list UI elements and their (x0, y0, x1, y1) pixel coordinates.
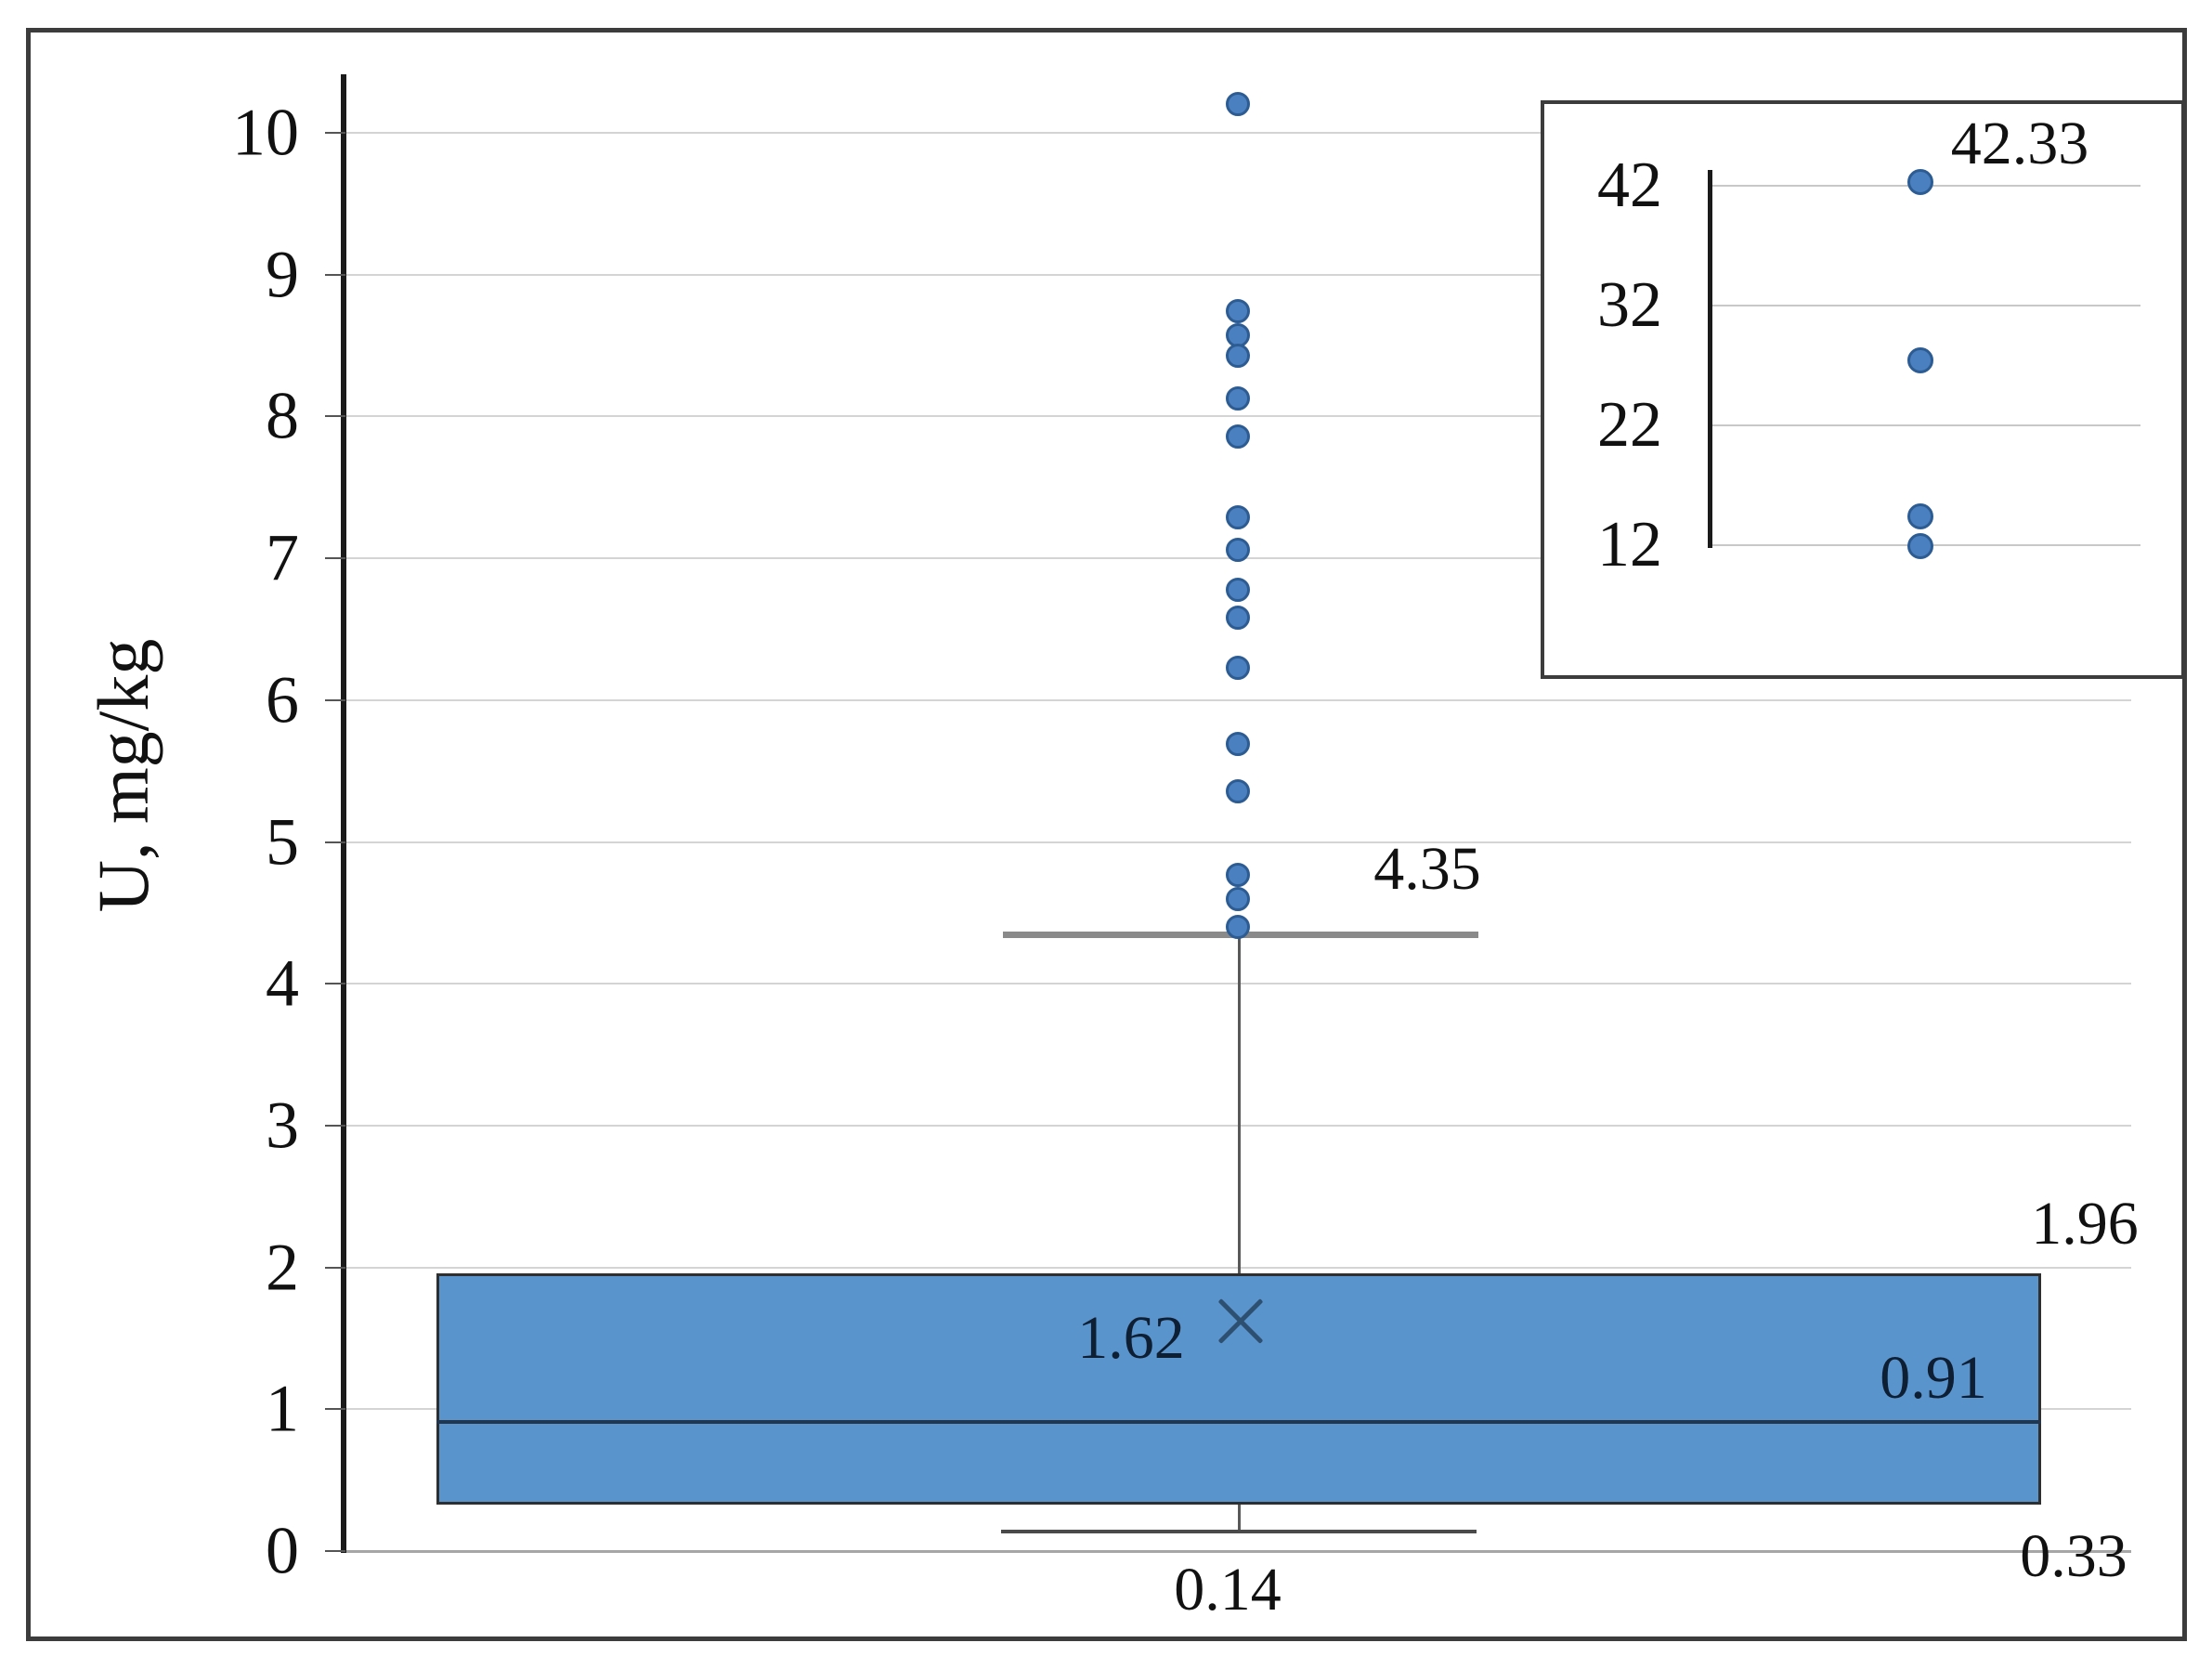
inset-y-axis-line (1708, 170, 1712, 548)
iqr-box (436, 1272, 2041, 1505)
q3-value-label: 1.96 (2031, 1190, 2139, 1258)
outlier-point (1226, 537, 1250, 562)
y-axis-tick (325, 132, 345, 134)
gridline (346, 1550, 2131, 1553)
y-axis-tick (325, 1408, 345, 1411)
inset-tick-label: 12 (1597, 509, 1662, 580)
outlier-point (1226, 385, 1250, 411)
y-tick-label: 3 (266, 1088, 299, 1163)
outlier-point (1226, 92, 1250, 117)
y-axis-title: U, mg/kg (83, 638, 163, 913)
gridline (346, 698, 2131, 701)
inset-tick-label: 32 (1597, 269, 1662, 341)
median-value-label: 0.91 (1880, 1344, 1987, 1412)
median-line (436, 1420, 2041, 1425)
gridline (346, 273, 2131, 276)
inset-outlier-point (1907, 347, 1933, 374)
y-tick-label: 4 (266, 945, 299, 1021)
inset-gridline (1711, 424, 2140, 426)
y-tick-label: 2 (266, 1230, 299, 1305)
y-axis-tick (325, 1266, 345, 1269)
inset-gridline (1711, 305, 2140, 306)
outlier-point (1226, 577, 1250, 602)
y-axis-tick (325, 415, 345, 418)
outlier-point (1226, 299, 1250, 324)
inset-max-value-label: 42.33 (1950, 110, 2089, 177)
lower-whisker-cap (1001, 1529, 1477, 1533)
y-axis-tick (325, 698, 345, 701)
inset-outlier-point (1907, 503, 1933, 530)
y-tick-label: 1 (266, 1371, 299, 1446)
inset-panel (1541, 100, 2185, 679)
y-tick-label: 10 (232, 95, 299, 170)
outlier-point (1226, 343, 1250, 368)
gridline (346, 841, 2131, 843)
mean-value-label: 1.62 (1077, 1304, 1185, 1372)
inset-outlier-point (1907, 533, 1933, 560)
lower-whisker-line (1238, 1504, 1241, 1532)
inset-tick-label: 42 (1597, 150, 1662, 221)
y-tick-label: 6 (266, 662, 299, 737)
outlier-point (1226, 915, 1250, 940)
outlier-point (1226, 424, 1250, 449)
y-tick-label: 7 (266, 520, 299, 595)
lower-whisker-value-label: 0.14 (1174, 1556, 1282, 1623)
y-axis-tick (325, 1550, 345, 1552)
y-axis-tick (325, 983, 345, 985)
outlier-point (1226, 862, 1250, 887)
upper-whisker-value-label: 4.35 (1373, 835, 1481, 903)
y-axis-tick (325, 841, 345, 843)
y-tick-label: 8 (266, 378, 299, 453)
y-axis-tick (325, 273, 345, 276)
y-tick-label: 0 (266, 1513, 299, 1588)
inset-outlier-point (1907, 168, 1933, 195)
inset-tick-label: 22 (1597, 389, 1662, 461)
outlier-point (1226, 732, 1250, 757)
outlier-point (1226, 606, 1250, 631)
y-axis-tick (325, 1124, 345, 1127)
outlier-point (1226, 778, 1250, 803)
upper-whisker-line (1238, 933, 1241, 1273)
outlier-point (1226, 504, 1250, 529)
y-axis-tick (325, 557, 345, 560)
y-tick-label: 9 (266, 237, 299, 312)
gridline (346, 132, 2131, 134)
y-axis-line (341, 74, 346, 1553)
outlier-point (1226, 655, 1250, 680)
q1-value-label: 0.33 (2020, 1522, 2127, 1590)
y-tick-label: 5 (266, 804, 299, 879)
outlier-point (1226, 886, 1250, 911)
gridline (346, 415, 2131, 418)
